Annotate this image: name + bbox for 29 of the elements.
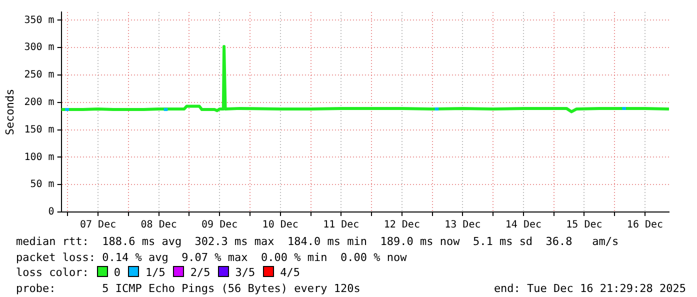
text: probe: 5 ICMP Echo Pings (56 Bytes) every 120s bbox=[16, 282, 360, 294]
x-tick-label: 15 Dec bbox=[566, 220, 602, 231]
y-tick-label: 300 m bbox=[24, 42, 54, 54]
legend-label: 4/5 bbox=[280, 266, 300, 279]
y-tick-label: 50 m bbox=[30, 179, 54, 190]
text: end: Tue Dec 16 21:29:28 2025 bbox=[494, 280, 686, 296]
y-tick-label: 150 m bbox=[24, 124, 54, 136]
y-tick-label: 0 bbox=[48, 206, 54, 218]
text: packet loss: 0.14 % avg 9.07 % max 0.00 % min 0.00 % now bbox=[16, 250, 408, 265]
x-tick-label: 13 Dec bbox=[444, 220, 481, 231]
legend-label: 1/5 bbox=[145, 266, 166, 279]
x-tick-label: 07 Dec bbox=[80, 220, 116, 231]
x-tick-label: 08 Dec bbox=[140, 220, 177, 231]
y-axis-title: Seconds bbox=[3, 88, 16, 136]
legend-label: 3/5 bbox=[235, 266, 256, 279]
y-tick-label: 250 m bbox=[24, 70, 54, 81]
x-tick-label: 09 Dec bbox=[202, 220, 238, 231]
x-tick-label: 11 Dec bbox=[323, 220, 360, 231]
x-tick-label: 14 Dec bbox=[505, 220, 542, 231]
legend-label: 0 bbox=[114, 266, 120, 279]
legend-label: 2/5 bbox=[190, 266, 210, 279]
y-tick-label: 350 m bbox=[24, 14, 54, 26]
legend-title: loss color: bbox=[16, 266, 89, 279]
text: median rtt: 188.6 ms avg 302.3 ms max 184.0 ms min 189.0 ms now 5.1 ms sd 36.8 am/s bbox=[16, 234, 620, 250]
y-tick-label: 200 m bbox=[24, 97, 54, 108]
y-tick-label: 100 m bbox=[24, 152, 54, 163]
x-tick-label: 16 Dec bbox=[626, 220, 664, 231]
x-tick-label: 10 Dec bbox=[262, 220, 298, 231]
x-tick-label: 12 Dec bbox=[384, 220, 420, 231]
